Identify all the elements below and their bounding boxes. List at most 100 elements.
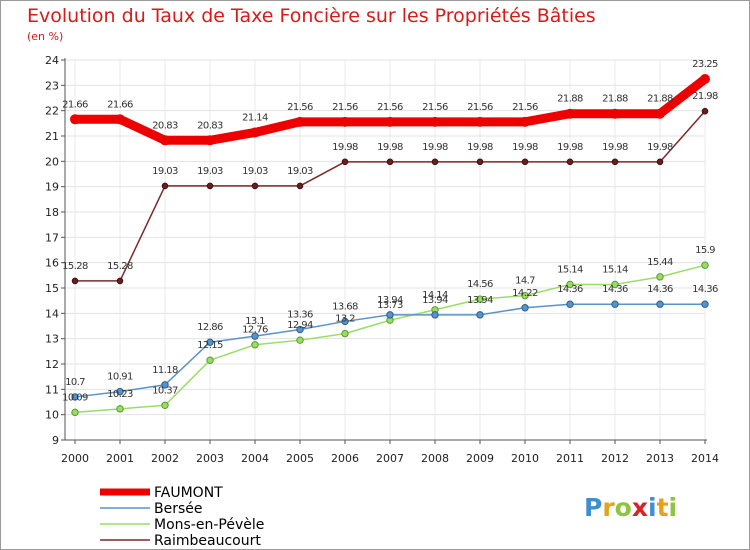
data-label-faumont-2011: 21.88 xyxy=(557,94,583,105)
data-point-mons-en-pevele-2001 xyxy=(116,405,124,413)
data-point-faumont-2000 xyxy=(70,114,80,125)
data-label-raimbeaucourt-2011: 19.98 xyxy=(557,142,583,153)
data-point-mons-en-pevele-2002 xyxy=(161,401,169,409)
data-label-faumont-2007: 21.56 xyxy=(377,102,403,113)
data-label-faumont-2012: 21.88 xyxy=(602,94,628,105)
logo-letter-6: t xyxy=(657,493,669,522)
x-tick-label-2009: 2009 xyxy=(466,452,494,465)
data-point-bersee-2006 xyxy=(341,317,349,326)
data-label-mons-en-pevele-2003: 12.15 xyxy=(197,340,223,351)
data-point-bersee-2009 xyxy=(476,311,484,319)
y-tick-label-16: 16 xyxy=(45,257,59,270)
proxiti-logo: Proxiti xyxy=(584,493,677,522)
y-tick-label-14: 14 xyxy=(45,307,59,320)
data-point-faumont-2010 xyxy=(520,116,530,127)
data-point-bersee-2008 xyxy=(431,311,439,319)
data-label-bersee-2008: 13.94 xyxy=(422,295,448,306)
data-label-raimbeaucourt-2008: 19.98 xyxy=(422,142,448,153)
data-label-raimbeaucourt-2003: 19.03 xyxy=(197,166,223,177)
data-point-raimbeaucourt-2005 xyxy=(296,182,304,190)
data-label-faumont-2014: 23.25 xyxy=(692,59,718,70)
data-label-mons-en-pevele-2001: 10.23 xyxy=(107,389,133,400)
data-point-faumont-2013 xyxy=(655,108,665,119)
y-tick-label-21: 21 xyxy=(45,130,59,143)
data-label-raimbeaucourt-2014: 21.98 xyxy=(692,91,718,102)
legend-label-bersee: Bersée xyxy=(154,501,203,517)
x-tick-label-2004: 2004 xyxy=(241,452,269,465)
data-label-bersee-2005: 13.36 xyxy=(287,310,313,321)
x-tick-label-2002: 2002 xyxy=(151,452,179,465)
data-label-mons-en-pevele-2014: 15.9 xyxy=(695,245,715,256)
data-point-raimbeaucourt-2011 xyxy=(566,158,574,166)
x-tick-label-2006: 2006 xyxy=(331,452,359,465)
x-tick-label-2012: 2012 xyxy=(601,452,629,465)
y-tick-label-22: 22 xyxy=(45,105,59,118)
data-point-raimbeaucourt-2014 xyxy=(701,107,709,115)
data-point-bersee-2012 xyxy=(611,300,619,308)
y-tick-label-17: 17 xyxy=(45,231,59,244)
data-label-bersee-2007: 13.94 xyxy=(377,295,403,306)
data-point-raimbeaucourt-2004 xyxy=(251,182,259,190)
data-point-faumont-2002 xyxy=(160,135,170,146)
data-point-raimbeaucourt-2013 xyxy=(656,158,664,166)
data-label-mons-en-pevele-2007: 13.73 xyxy=(377,300,403,311)
data-point-bersee-2007 xyxy=(386,311,394,319)
data-label-faumont-2003: 20.83 xyxy=(197,120,223,131)
x-tick-label-2000: 2000 xyxy=(61,452,89,465)
data-point-faumont-2008 xyxy=(430,116,440,127)
x-tick-label-2001: 2001 xyxy=(106,452,134,465)
data-point-raimbeaucourt-2002 xyxy=(161,182,169,190)
data-point-raimbeaucourt-2007 xyxy=(386,158,394,166)
data-label-raimbeaucourt-2013: 19.98 xyxy=(647,142,673,153)
data-point-bersee-2010 xyxy=(521,304,529,312)
data-label-bersee-2002: 11.18 xyxy=(152,365,178,376)
data-point-raimbeaucourt-2001 xyxy=(116,277,124,285)
data-label-raimbeaucourt-2007: 19.98 xyxy=(377,142,403,153)
series-layer xyxy=(70,74,710,417)
y-tick-label-24: 24 xyxy=(45,54,59,67)
x-tick-label-2013: 2013 xyxy=(646,452,674,465)
data-label-faumont-2002: 20.83 xyxy=(152,120,178,131)
data-point-faumont-2006 xyxy=(340,116,350,127)
data-label-bersee-2000: 10.7 xyxy=(65,377,85,388)
data-point-raimbeaucourt-2006 xyxy=(341,158,349,166)
data-label-mons-en-pevele-2002: 10.37 xyxy=(152,385,178,396)
data-label-raimbeaucourt-2002: 19.03 xyxy=(152,166,178,177)
data-point-faumont-2009 xyxy=(475,116,485,127)
data-point-bersee-2011 xyxy=(566,300,574,308)
y-tick-label-10: 10 xyxy=(45,409,59,422)
y-tick-label-23: 23 xyxy=(45,79,59,92)
data-point-mons-en-pevele-2014 xyxy=(701,261,709,269)
data-label-mons-en-pevele-2006: 13.2 xyxy=(335,314,355,325)
data-point-mons-en-pevele-2000 xyxy=(71,408,79,417)
data-point-raimbeaucourt-2003 xyxy=(206,182,214,190)
data-label-raimbeaucourt-2004: 19.03 xyxy=(242,166,268,177)
logo-letter-7: i xyxy=(669,493,678,522)
data-label-layer: 21.66 21.66 20.83 20.83 21.14 21.56 21.56 21.56… xyxy=(62,59,718,403)
data-point-faumont-2007 xyxy=(385,116,395,127)
legend-label-faumont: FAUMONT xyxy=(154,485,223,501)
data-label-faumont-2005: 21.56 xyxy=(287,102,313,113)
data-label-bersee-2003: 12.86 xyxy=(197,322,223,333)
legend-label-raimbeaucourt: Raimbeaucourt xyxy=(154,533,261,549)
data-point-faumont-2012 xyxy=(610,108,620,119)
data-label-mons-en-pevele-2008: 14.14 xyxy=(422,290,448,301)
data-point-faumont-2014 xyxy=(700,74,710,84)
data-label-mons-en-pevele-2000: 10.09 xyxy=(62,392,88,403)
data-point-bersee-2014 xyxy=(701,300,709,308)
data-point-raimbeaucourt-2000 xyxy=(71,277,79,285)
data-point-faumont-2003 xyxy=(205,135,215,146)
data-point-bersee-2013 xyxy=(656,300,664,308)
data-label-mons-en-pevele-2013: 15.44 xyxy=(647,257,673,268)
x-tick-label-2003: 2003 xyxy=(196,452,224,465)
y-tick-label-11: 11 xyxy=(45,383,59,396)
logo-letter-2: r xyxy=(602,493,615,522)
data-label-faumont-2004: 21.14 xyxy=(242,112,268,123)
x-tick-label-2010: 2010 xyxy=(511,452,539,465)
data-label-faumont-2008: 21.56 xyxy=(422,102,448,113)
data-label-raimbeaucourt-2001: 15.28 xyxy=(107,261,133,272)
x-tick-label-2014: 2014 xyxy=(691,452,719,465)
